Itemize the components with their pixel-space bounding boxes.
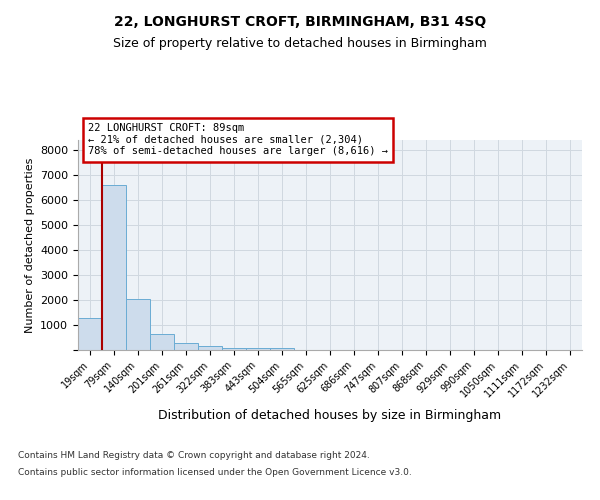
Text: Distribution of detached houses by size in Birmingham: Distribution of detached houses by size … xyxy=(158,408,502,422)
Bar xyxy=(126,298,150,350)
Bar xyxy=(222,348,246,350)
Bar xyxy=(78,318,102,350)
Bar xyxy=(102,185,126,350)
Bar xyxy=(174,342,198,350)
Bar xyxy=(270,348,294,350)
Text: 22 LONGHURST CROFT: 89sqm
← 21% of detached houses are smaller (2,304)
78% of se: 22 LONGHURST CROFT: 89sqm ← 21% of detac… xyxy=(88,123,388,156)
Text: Size of property relative to detached houses in Birmingham: Size of property relative to detached ho… xyxy=(113,38,487,51)
Bar xyxy=(198,346,222,350)
Y-axis label: Number of detached properties: Number of detached properties xyxy=(25,158,35,332)
Text: Contains public sector information licensed under the Open Government Licence v3: Contains public sector information licen… xyxy=(18,468,412,477)
Text: 22, LONGHURST CROFT, BIRMINGHAM, B31 4SQ: 22, LONGHURST CROFT, BIRMINGHAM, B31 4SQ xyxy=(114,15,486,29)
Text: Contains HM Land Registry data © Crown copyright and database right 2024.: Contains HM Land Registry data © Crown c… xyxy=(18,450,370,460)
Bar xyxy=(246,348,270,350)
Bar xyxy=(150,334,174,350)
